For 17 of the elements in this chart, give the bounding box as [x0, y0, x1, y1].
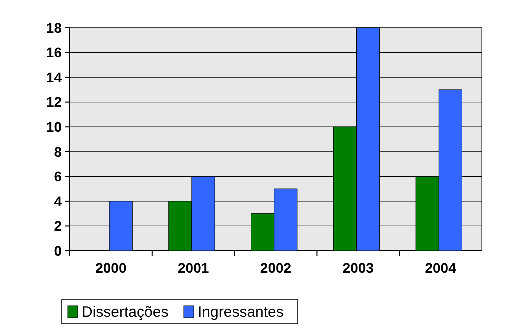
y-tick-label: 8	[54, 144, 62, 160]
y-tick-label: 18	[46, 20, 62, 36]
y-tick-label: 2	[54, 218, 62, 234]
y-tick-label: 0	[54, 242, 62, 259]
y-tick-label: 6	[54, 168, 62, 185]
legend-label: Dissertações	[82, 304, 169, 321]
x-tick-label: 2004	[425, 260, 457, 276]
x-tick-label: 2002	[260, 260, 292, 276]
y-tick-label: 12	[46, 94, 62, 110]
legend-label: Ingressantes	[198, 304, 284, 321]
y-tick-label: 16	[46, 44, 62, 61]
y-tick-label: 4	[54, 193, 62, 210]
x-tick-label: 2000	[96, 260, 127, 276]
x-tick-label: 2003	[342, 260, 374, 276]
x-tick-label: 2001	[178, 260, 210, 276]
y-tick-label: 10	[46, 119, 62, 136]
y-tick-label: 14	[46, 69, 62, 86]
